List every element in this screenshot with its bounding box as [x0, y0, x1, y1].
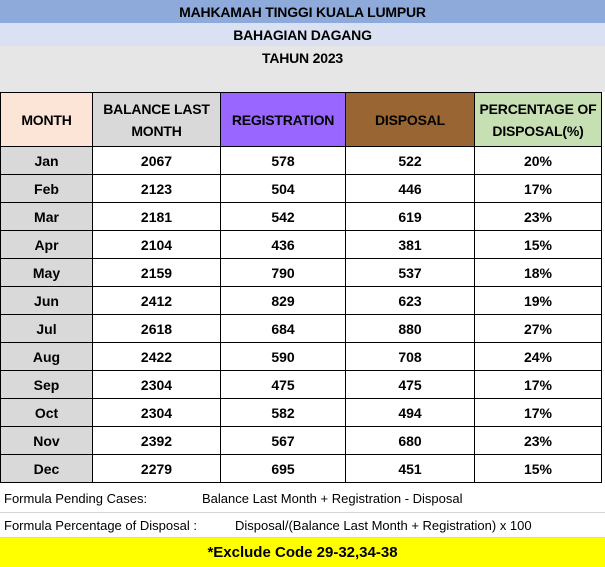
balance-cell: 2422: [92, 342, 221, 371]
percentage-cell: 24%: [474, 342, 602, 371]
registration-cell: 590: [220, 342, 346, 371]
balance-cell: 2392: [92, 426, 221, 455]
balance-cell: 2618: [92, 314, 221, 343]
table-row: Jan 2067 578 522 20%: [0, 146, 602, 175]
registration-cell: 684: [220, 314, 346, 343]
percentage-cell: 18%: [474, 258, 602, 287]
disposal-cell: 537: [345, 258, 475, 287]
disposal-cell: 708: [345, 342, 475, 371]
formula-percentage-value: Disposal/(Balance Last Month + Registrat…: [235, 517, 532, 533]
disposal-cell: 451: [345, 454, 475, 483]
percentage-cell: 17%: [474, 174, 602, 203]
balance-cell: 2181: [92, 202, 221, 231]
disposal-cell: 494: [345, 398, 475, 427]
formula-pending-label: Formula Pending Cases:: [4, 490, 148, 506]
table-row: Apr 2104 436 381 15%: [0, 230, 602, 259]
registration-cell: 436: [220, 230, 346, 259]
formula-pending-cases: Formula Pending Cases: Balance Last Mont…: [0, 484, 605, 513]
disposal-cell: 623: [345, 286, 475, 315]
month-cell: Mar: [0, 202, 93, 231]
month-cell: Jul: [0, 314, 93, 343]
statistics-table: MONTH BALANCE LAST MONTH REGISTRATION DI…: [0, 92, 602, 483]
percentage-cell: 15%: [474, 454, 602, 483]
formula-percentage-disposal: Formula Percentage of Disposal : Disposa…: [0, 513, 605, 538]
month-cell: Sep: [0, 370, 93, 399]
exclusion-note: *Exclude Code 29-32,34-38: [0, 538, 605, 567]
balance-cell: 2279: [92, 454, 221, 483]
registration-cell: 829: [220, 286, 346, 315]
percentage-cell: 15%: [474, 230, 602, 259]
registration-cell: 578: [220, 146, 346, 175]
column-header-label: PERCENTAGE OF: [479, 100, 597, 117]
balance-cell: 2412: [92, 286, 221, 315]
percentage-cell: 27%: [474, 314, 602, 343]
registration-cell: 542: [220, 202, 346, 231]
column-header-disposal: DISPOSAL: [345, 92, 475, 147]
month-cell: Oct: [0, 398, 93, 427]
month-cell: Nov: [0, 426, 93, 455]
month-cell: Apr: [0, 230, 93, 259]
percentage-cell: 17%: [474, 370, 602, 399]
table-row: May 2159 790 537 18%: [0, 258, 602, 287]
balance-cell: 2304: [92, 398, 221, 427]
table-row: Mar 2181 542 619 23%: [0, 202, 602, 231]
balance-cell: 2104: [92, 230, 221, 259]
table-row: Dec 2279 695 451 15%: [0, 454, 602, 483]
balance-cell: 2304: [92, 370, 221, 399]
year-title: TAHUN 2023: [0, 46, 605, 92]
column-header-label: REGISTRATION: [231, 111, 335, 128]
disposal-cell: 381: [345, 230, 475, 259]
column-header-percentage: PERCENTAGE OF DISPOSAL(%): [474, 92, 602, 147]
column-header-registration: REGISTRATION: [220, 92, 346, 147]
table-row: Aug 2422 590 708 24%: [0, 342, 602, 371]
column-header-label: DISPOSAL(%): [492, 122, 584, 139]
percentage-cell: 17%: [474, 398, 602, 427]
table-row: Nov 2392 567 680 23%: [0, 426, 602, 455]
column-header-label: DISPOSAL: [375, 111, 445, 128]
registration-cell: 504: [220, 174, 346, 203]
column-header-label: MONTH: [131, 122, 182, 139]
registration-cell: 790: [220, 258, 346, 287]
report-title: MAHKAMAH TINGGI KUALA LUMPUR: [0, 0, 605, 23]
month-cell: Dec: [0, 454, 93, 483]
disposal-cell: 446: [345, 174, 475, 203]
registration-cell: 582: [220, 398, 346, 427]
month-cell: May: [0, 258, 93, 287]
column-header-label: BALANCE LAST: [103, 100, 210, 117]
registration-cell: 695: [220, 454, 346, 483]
percentage-cell: 20%: [474, 146, 602, 175]
percentage-cell: 23%: [474, 426, 602, 455]
month-cell: Jun: [0, 286, 93, 315]
disposal-cell: 522: [345, 146, 475, 175]
table-row: Oct 2304 582 494 17%: [0, 398, 602, 427]
disposal-cell: 680: [345, 426, 475, 455]
column-header-month: MONTH: [0, 92, 93, 147]
table-row: Jul 2618 684 880 27%: [0, 314, 602, 343]
month-cell: Aug: [0, 342, 93, 371]
formula-pending-value: Balance Last Month + Registration - Disp…: [202, 490, 463, 506]
disposal-cell: 880: [345, 314, 475, 343]
registration-cell: 567: [220, 426, 346, 455]
month-cell: Jan: [0, 146, 93, 175]
percentage-cell: 19%: [474, 286, 602, 315]
formula-percentage-label: Formula Percentage of Disposal :: [4, 517, 197, 533]
division-title: BAHAGIAN DAGANG: [0, 23, 605, 46]
disposal-cell: 619: [345, 202, 475, 231]
column-header-balance: BALANCE LAST MONTH: [92, 92, 221, 147]
balance-cell: 2159: [92, 258, 221, 287]
balance-cell: 2123: [92, 174, 221, 203]
table-row: Sep 2304 475 475 17%: [0, 370, 602, 399]
table-header-row: MONTH BALANCE LAST MONTH REGISTRATION DI…: [0, 92, 602, 147]
percentage-cell: 23%: [474, 202, 602, 231]
month-cell: Feb: [0, 174, 93, 203]
balance-cell: 2067: [92, 146, 221, 175]
disposal-cell: 475: [345, 370, 475, 399]
table-row: Feb 2123 504 446 17%: [0, 174, 602, 203]
registration-cell: 475: [220, 370, 346, 399]
table-row: Jun 2412 829 623 19%: [0, 286, 602, 315]
column-header-label: MONTH: [21, 111, 72, 128]
